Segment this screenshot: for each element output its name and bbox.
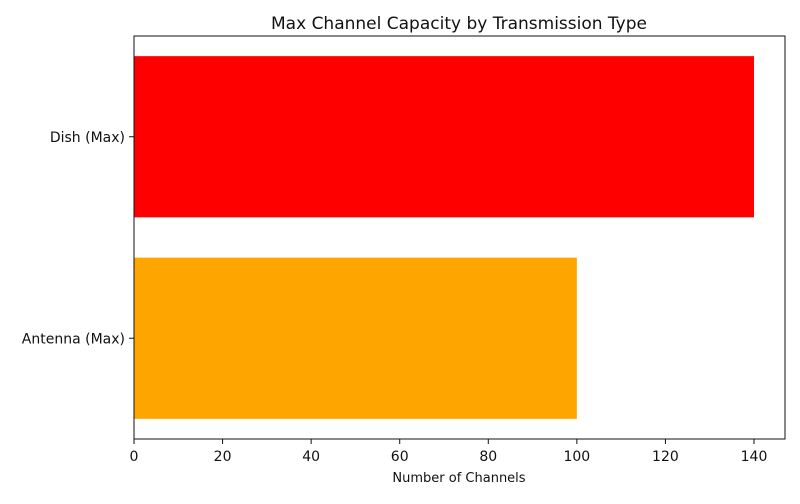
chart-title: Max Channel Capacity by Transmission Typ… bbox=[271, 14, 647, 34]
x-tick-label-60: 60 bbox=[391, 449, 409, 465]
x-tick-label-100: 100 bbox=[563, 449, 590, 465]
plot-frame bbox=[133, 35, 786, 440]
x-tick-label-0: 0 bbox=[130, 449, 139, 465]
x-axis-ticks: 0 20 40 60 80 100 120 140 bbox=[130, 439, 768, 465]
bar-dish-max bbox=[134, 56, 754, 218]
x-tick-label-40: 40 bbox=[302, 449, 320, 465]
x-axis-label: Number of Channels bbox=[392, 471, 525, 486]
y-axis-tick-labels: Antenna (Max) Dish (Max) bbox=[22, 130, 134, 347]
x-tick-label-120: 120 bbox=[652, 449, 679, 465]
bar-antenna-max bbox=[134, 257, 577, 419]
bars-layer bbox=[134, 56, 754, 419]
x-tick-label-20: 20 bbox=[214, 449, 232, 465]
y-tick-label-antenna-max: Antenna (Max) bbox=[22, 331, 125, 347]
y-tick-label-dish-max: Dish (Max) bbox=[50, 130, 125, 146]
x-tick-label-80: 80 bbox=[479, 449, 497, 465]
x-tick-label-140: 140 bbox=[741, 449, 768, 465]
